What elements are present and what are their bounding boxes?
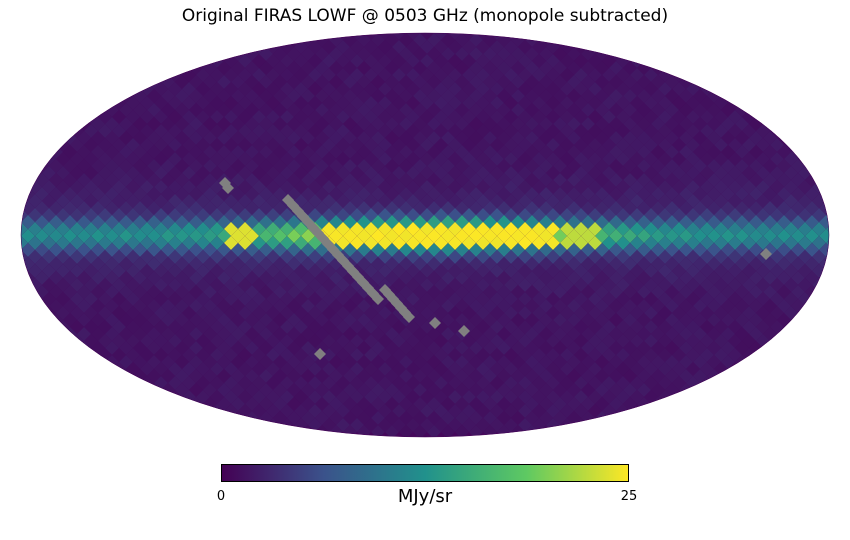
- sky-pixel: [21, 285, 35, 299]
- sky-pixel: [441, 425, 455, 437]
- sky-pixel: [427, 425, 441, 437]
- masked-pixel: [760, 248, 772, 260]
- masked-pixel: [458, 325, 470, 337]
- colorbar-max-label: 25: [620, 489, 638, 504]
- masked-pixel: [429, 317, 441, 329]
- colorbar-unit: MJy/sr: [397, 486, 453, 507]
- sky-pixel: [805, 299, 819, 313]
- sky-pixel: [7, 215, 21, 229]
- colorbar-min-label: 0: [216, 489, 226, 504]
- masked-pixel: [222, 182, 234, 194]
- sky-pixel: [826, 194, 829, 208]
- colorbar: [221, 464, 629, 482]
- map-outline: [20, 32, 830, 438]
- map-title: Original FIRAS LOWF @ 0503 GHz (monopole…: [181, 6, 669, 26]
- sky-pixel: [413, 425, 427, 437]
- sky-pixel: [455, 425, 469, 437]
- masked-pixel: [403, 311, 415, 323]
- sky-pixel: [385, 425, 399, 437]
- sky-pixel: [826, 250, 829, 264]
- masked-pixels: [219, 177, 772, 360]
- sky-pixel: [812, 166, 826, 180]
- sky-pixel: [399, 425, 413, 437]
- sky-pixel: [21, 173, 35, 187]
- masked-pixel: [314, 348, 326, 360]
- sky-pixel: [7, 229, 21, 243]
- masked-pixel: [372, 293, 384, 305]
- sky-pixel: [7, 243, 21, 257]
- sky-map: [7, 32, 830, 438]
- sky-pixels: [7, 33, 829, 437]
